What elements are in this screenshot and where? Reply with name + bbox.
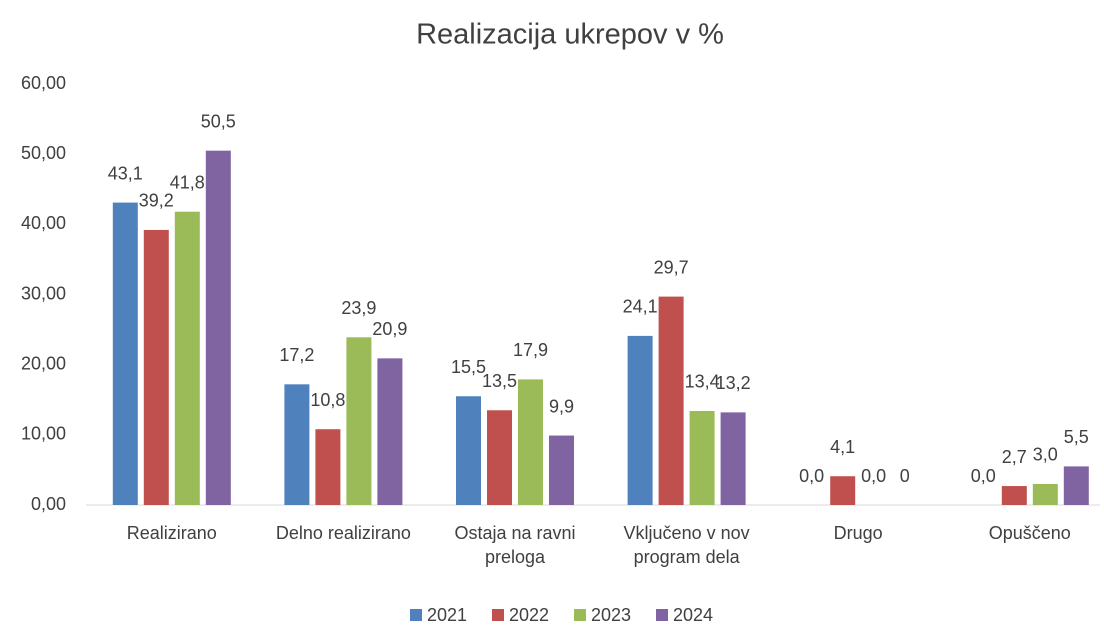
legend-swatch <box>410 609 422 621</box>
data-label: 23,9 <box>341 298 376 318</box>
y-tick-label: 30,00 <box>21 283 66 303</box>
y-tick-label: 60,00 <box>21 73 66 93</box>
bar <box>315 429 341 505</box>
data-label: 0 <box>900 466 910 486</box>
x-tick-label: Ostaja na ravni preloga <box>454 523 576 567</box>
y-tick-label: 50,00 <box>21 143 66 163</box>
bar <box>627 335 653 505</box>
legend-label: 2023 <box>591 605 631 625</box>
data-label: 29,7 <box>654 257 689 277</box>
data-label: 0,0 <box>861 466 886 486</box>
bar <box>1032 483 1058 505</box>
x-tick-label: Realizirano <box>126 523 217 543</box>
y-tick-label: 20,00 <box>21 353 66 373</box>
bar <box>487 410 512 505</box>
bar <box>174 211 200 505</box>
data-label: 5,5 <box>1064 427 1089 447</box>
bar <box>1001 486 1027 505</box>
data-label: 41,8 <box>170 172 205 192</box>
bar <box>549 435 574 505</box>
bar <box>205 150 231 506</box>
data-label: 9,9 <box>549 396 574 416</box>
data-label: 20,9 <box>372 319 407 339</box>
data-label: 13,4 <box>685 372 720 392</box>
x-tick-label: Drugo <box>833 523 883 543</box>
data-label: 15,5 <box>451 357 486 377</box>
x-tick-label: Opuščeno <box>988 523 1071 543</box>
data-label: 13,5 <box>482 371 517 391</box>
y-tick-label: 40,00 <box>21 213 66 233</box>
data-label: 4,1 <box>830 437 855 457</box>
bar <box>377 358 403 505</box>
data-label: 24,1 <box>623 297 658 317</box>
data-label: 39,2 <box>139 191 174 211</box>
data-label: 0,0 <box>799 466 824 486</box>
data-label: 10,8 <box>310 390 345 410</box>
bar <box>284 384 310 505</box>
legend-swatch <box>574 609 586 621</box>
bar <box>720 412 746 505</box>
legend-swatch <box>492 609 504 621</box>
data-label: 2,7 <box>1002 447 1027 467</box>
data-label: 50,5 <box>201 111 236 131</box>
bar <box>143 229 169 506</box>
data-label: 17,2 <box>279 345 314 365</box>
legend-label: 2021 <box>427 605 467 625</box>
y-tick-label: 10,00 <box>21 424 66 444</box>
legend-label: 2022 <box>509 605 549 625</box>
legend-swatch <box>656 609 668 621</box>
bar <box>518 379 543 505</box>
bar <box>456 396 481 505</box>
bar <box>830 476 856 505</box>
x-tick-label: Delno realizirano <box>275 523 411 543</box>
bar <box>689 410 715 505</box>
data-label: 17,9 <box>513 340 548 360</box>
bar <box>658 296 684 505</box>
bar <box>346 337 372 505</box>
y-tick-label: 0,00 <box>31 494 66 514</box>
bar <box>112 202 138 505</box>
legend-label: 2024 <box>673 605 713 625</box>
bar <box>1063 466 1089 505</box>
data-label: 3,0 <box>1033 445 1058 465</box>
data-label: 43,1 <box>108 163 143 183</box>
chart-title: Realizacija ukrepov v % <box>416 19 724 51</box>
data-label: 13,2 <box>716 373 751 393</box>
data-label: 0,0 <box>971 466 996 486</box>
x-tick-label: Vključeno v nov program dela <box>623 523 750 567</box>
